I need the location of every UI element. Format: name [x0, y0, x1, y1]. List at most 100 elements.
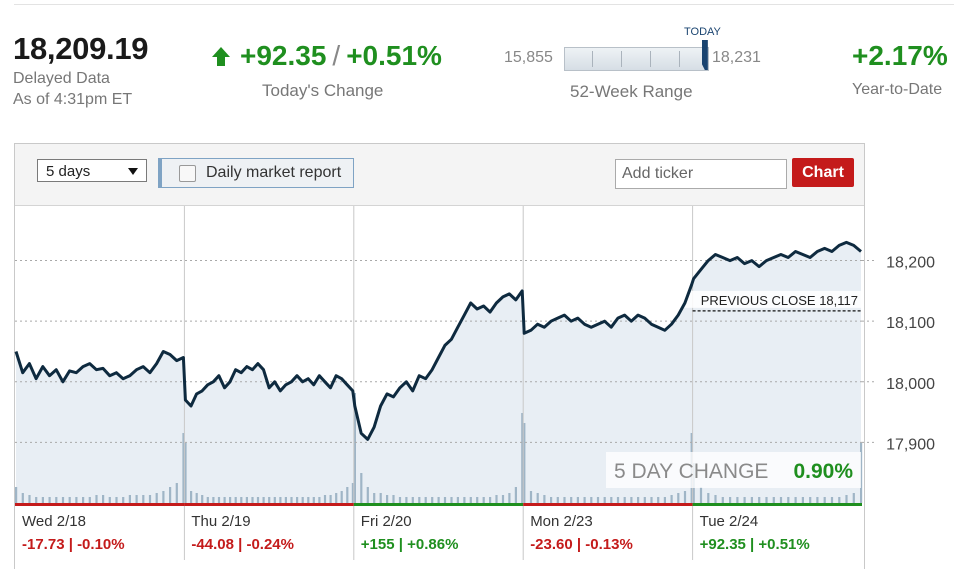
day-bar-5 [692, 503, 862, 506]
volume-bar [677, 493, 680, 503]
day-label: Wed 2/18 [22, 513, 86, 530]
delayed-data-label: Delayed Data [13, 70, 110, 87]
volume-bar [838, 497, 841, 503]
volume-bar [529, 491, 533, 503]
chart-toolbar: 5 days Daily market report Chart [15, 144, 864, 206]
period-select-value: 5 days [46, 163, 91, 180]
volume-bar [48, 497, 51, 503]
change-points: +92.35 [240, 40, 327, 71]
range-low: 15,855 [504, 49, 553, 66]
volume-bar [251, 497, 254, 503]
volume-bar [88, 497, 91, 503]
volume-bar [823, 497, 826, 503]
volume-bar [162, 491, 165, 503]
add-ticker-input[interactable] [615, 159, 787, 189]
volume-bar [650, 497, 653, 503]
day-bar-3 [353, 503, 524, 506]
day-change: +155 | +0.86% [361, 536, 459, 553]
volume-bar [794, 497, 797, 503]
five-day-change-label: 5 DAY CHANGE [614, 460, 768, 483]
volume-bar [360, 473, 363, 503]
volume-bar [351, 483, 354, 503]
day-label: Mon 2/23 [530, 513, 593, 530]
todays-change-label: Today's Change [262, 81, 384, 100]
volume-bar [229, 497, 232, 503]
y-tick-label: 18,200 [886, 255, 935, 272]
volume-bar [431, 497, 434, 503]
volume-bar [550, 497, 553, 503]
volume-bar [860, 443, 863, 503]
day-change: -44.08 | -0.24% [191, 536, 294, 553]
chart-button[interactable]: Chart [792, 158, 854, 187]
change-percent: +0.51% [346, 40, 442, 71]
volume-bar [169, 487, 172, 503]
volume-bar [670, 495, 673, 503]
today-marker [701, 40, 708, 70]
volume-bar [596, 497, 600, 503]
todays-change: +92.35/+0.51% [212, 40, 442, 72]
volume-bar [329, 495, 332, 503]
volume-bar [508, 493, 511, 503]
volume-bar [536, 493, 539, 503]
day-label: Fri 2/20 [361, 513, 412, 530]
change-separator: / [332, 40, 341, 71]
volume-bar [721, 497, 724, 503]
volume-bar [28, 495, 31, 503]
volume-bar [852, 493, 855, 503]
ytd-value: +2.17% [852, 40, 948, 71]
volume-bar [273, 497, 276, 503]
volume-bar [346, 487, 349, 503]
volume-bar [729, 497, 732, 503]
volume-bar [108, 497, 111, 503]
volume-bar [284, 497, 287, 503]
period-select[interactable]: 5 days [37, 159, 147, 182]
volume-bar [643, 497, 646, 503]
volume-bar [240, 497, 243, 503]
volume-bar [411, 497, 414, 503]
volume-bar [563, 497, 566, 503]
up-arrow-icon [212, 47, 230, 66]
day-bar-2 [184, 503, 354, 506]
volume-bar [155, 493, 158, 503]
day-bar-1 [15, 503, 185, 506]
volume-bar [683, 491, 687, 503]
volume-bar [801, 497, 804, 503]
volume-bar [15, 487, 18, 503]
volume-bar [290, 497, 293, 503]
volume-bar [184, 443, 187, 503]
volume-bar [450, 497, 453, 503]
volume-bar [68, 497, 71, 503]
volume-bar [657, 497, 660, 503]
volume-bar [750, 497, 753, 503]
daily-report-label: Daily market report [206, 164, 342, 181]
volume-bar [603, 497, 606, 503]
volume-bar [610, 497, 613, 503]
volume-bar [41, 497, 44, 503]
daily-report-checkbox[interactable] [179, 165, 196, 182]
five-day-change-value: 0.90% [793, 460, 853, 483]
volume-bar [543, 495, 546, 503]
volume-bar [623, 497, 626, 503]
volume-bar [256, 497, 260, 503]
volume-bar [570, 497, 573, 503]
range-label: 52-Week Range [570, 82, 693, 101]
volume-bar [82, 497, 85, 503]
volume-bar [212, 497, 215, 503]
volume-bar [195, 493, 198, 503]
volume-bar [576, 497, 579, 503]
volume-bar [323, 495, 327, 503]
volume-bar [340, 491, 343, 503]
volume-bar [398, 497, 402, 503]
52-week-range-bar [564, 47, 709, 71]
daily-report-toggle[interactable]: Daily market report [158, 158, 354, 188]
volume-bar [437, 497, 440, 503]
five-day-change-box [606, 452, 861, 488]
volume-bar [736, 497, 739, 503]
volume-bar [128, 495, 131, 503]
volume-bar [373, 493, 376, 503]
previous-close-label-bg [668, 290, 862, 308]
volume-bar [556, 497, 559, 503]
volume-bar [495, 495, 498, 503]
volume-bar [583, 497, 586, 503]
volume-bar [245, 497, 248, 503]
